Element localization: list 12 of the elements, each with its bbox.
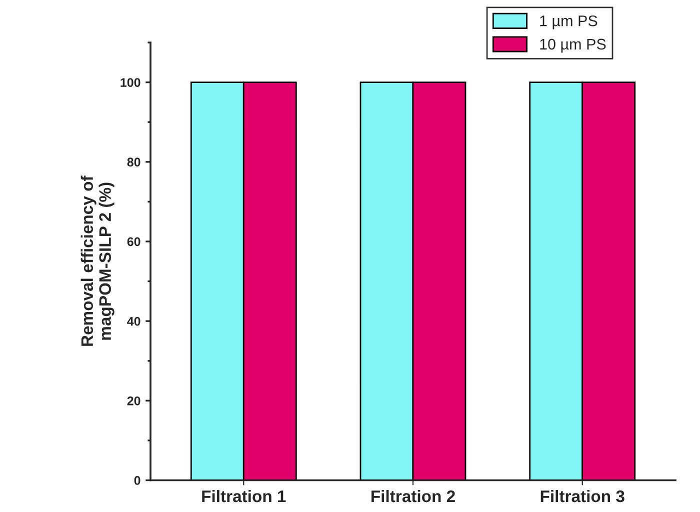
y-tick-label: 60 [127, 237, 140, 246]
y-tick-label: 100 [120, 78, 140, 87]
x-tick-label: Filtration 2 [372, 490, 455, 502]
legend-label: 10 µm PS [540, 38, 606, 53]
y-axis-title: Removal efficiency of magPOM-SILP 2 (%) [80, 176, 114, 346]
x-tick-label: Filtration 3 [540, 490, 624, 502]
y-tick-label: 40 [127, 316, 140, 326]
x-tick-label: Filtration 1 [202, 490, 286, 502]
legend-label: 1 µm PS [540, 15, 598, 30]
y-tick-label: 80 [127, 158, 140, 167]
y-tick-label: 0 [134, 476, 140, 485]
y-tick-label: 20 [127, 396, 140, 406]
